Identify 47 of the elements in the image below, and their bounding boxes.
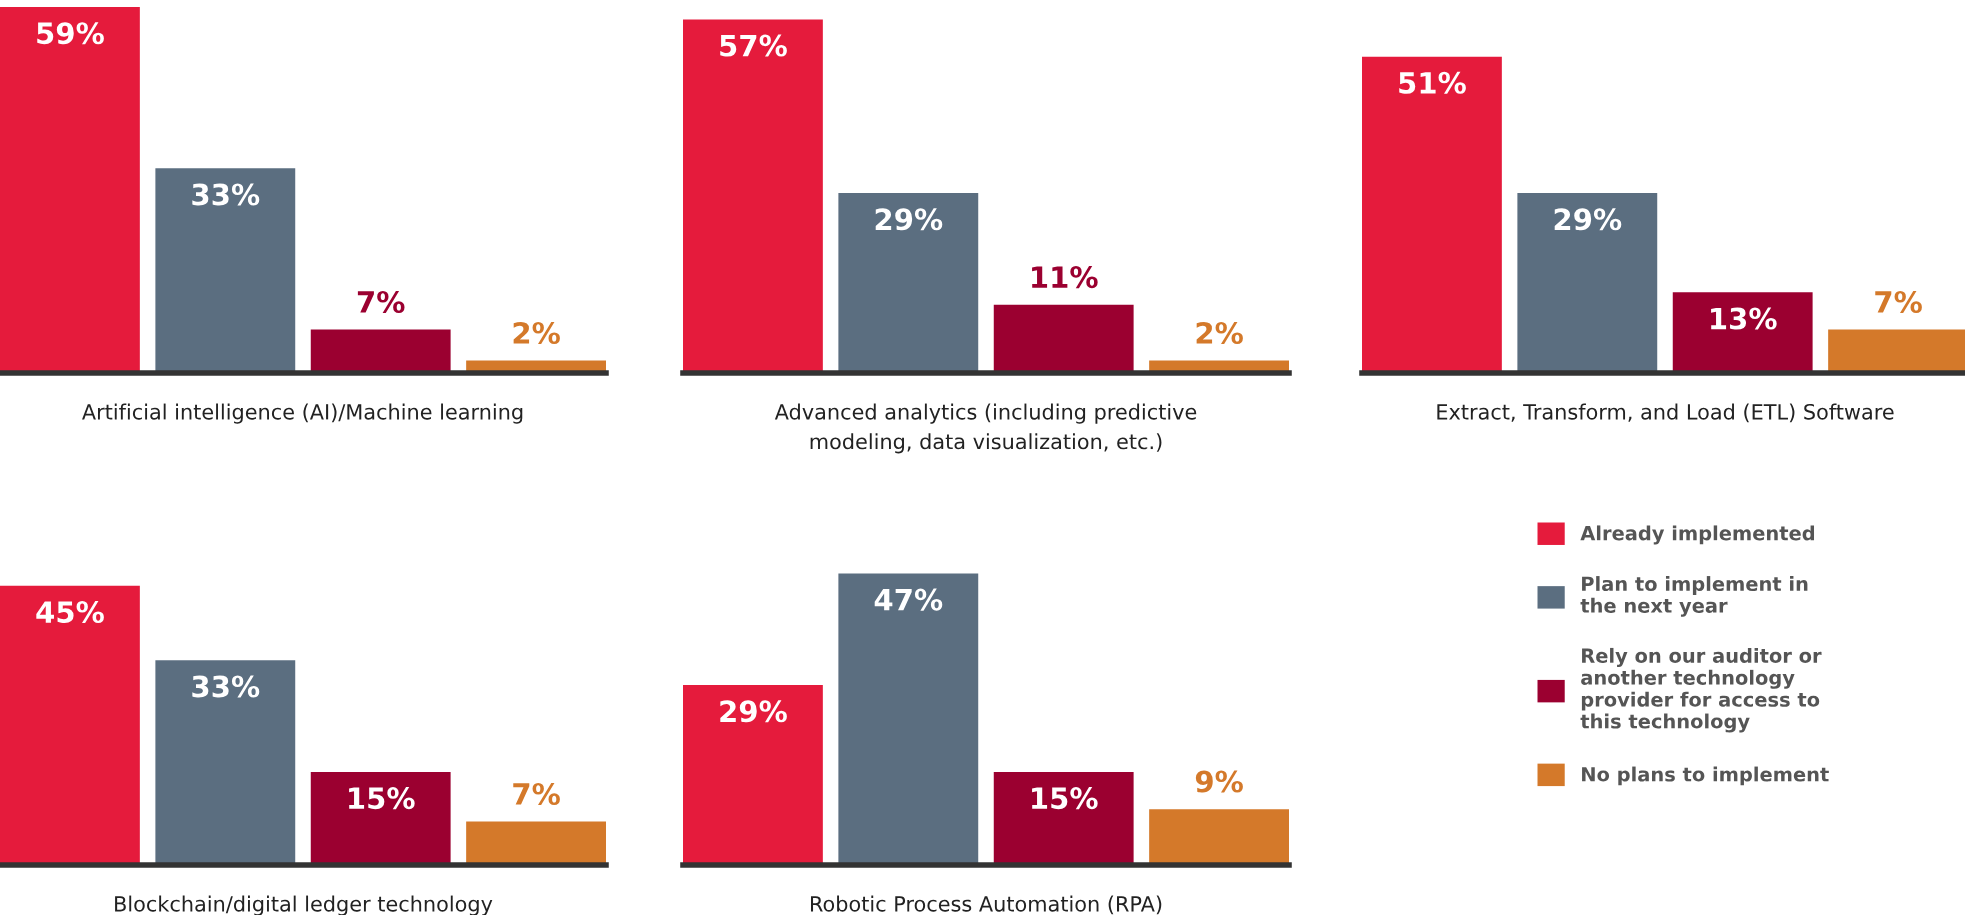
data-label: 2% — [513, 321, 560, 344]
bar — [1517, 193, 1658, 373]
bar — [466, 821, 606, 865]
data-label: 15% — [349, 787, 415, 810]
data-label: 29% — [720, 700, 787, 723]
bar — [0, 585, 140, 865]
data-label: 33% — [192, 675, 260, 698]
bar — [993, 771, 1134, 865]
bar — [1672, 292, 1813, 373]
bar — [155, 168, 296, 373]
data-label: 7% — [357, 290, 405, 313]
data-label: 2% — [1196, 321, 1243, 344]
x-axis-title: Extract, Transform, and Load (ETL) Software — [1437, 403, 1894, 423]
bar — [1828, 329, 1965, 373]
data-label: 51% — [1399, 71, 1466, 94]
data-label: 29% — [875, 208, 943, 231]
bar — [1149, 809, 1289, 865]
data-label: 47% — [874, 588, 943, 611]
x-axis-title: Artificial intelligence (AI)/Machine learning — [82, 403, 523, 424]
data-label: 59% — [37, 22, 104, 45]
legend-label: No plans to implement — [1582, 766, 1829, 786]
bar — [683, 19, 823, 373]
bar — [993, 304, 1134, 373]
data-label: 13% — [1711, 307, 1777, 330]
bar — [0, 7, 140, 373]
bar — [155, 660, 296, 865]
bar — [838, 573, 979, 865]
bar — [683, 685, 823, 865]
bar — [838, 193, 979, 373]
bar — [1362, 56, 1502, 373]
legend-label: Plan to implement in the next year — [1580, 576, 1808, 617]
data-label: 33% — [192, 183, 260, 206]
data-label: 7% — [1875, 290, 1922, 313]
x-axis-title: Robotic Process Automation (RPA) — [810, 895, 1162, 915]
data-label: 7% — [513, 782, 560, 805]
data-label: 11% — [1032, 266, 1098, 289]
legend-label: Already implemented — [1580, 525, 1815, 545]
legend-label: Rely on our auditor or another technology provider for access to this technology — [1580, 647, 1822, 733]
data-label: 29% — [1554, 208, 1622, 231]
bar — [310, 329, 451, 373]
data-label: 45% — [36, 601, 104, 624]
data-label: 15% — [1032, 787, 1098, 810]
x-axis-title: Advanced analytics (including predictive modeling, data visualization, etc.) — [774, 403, 1197, 454]
bar — [310, 771, 451, 865]
data-label: 9% — [1195, 770, 1243, 793]
x-axis-title: Blockchain/digital ledger technology — [115, 895, 493, 915]
data-label: 57% — [720, 34, 787, 57]
